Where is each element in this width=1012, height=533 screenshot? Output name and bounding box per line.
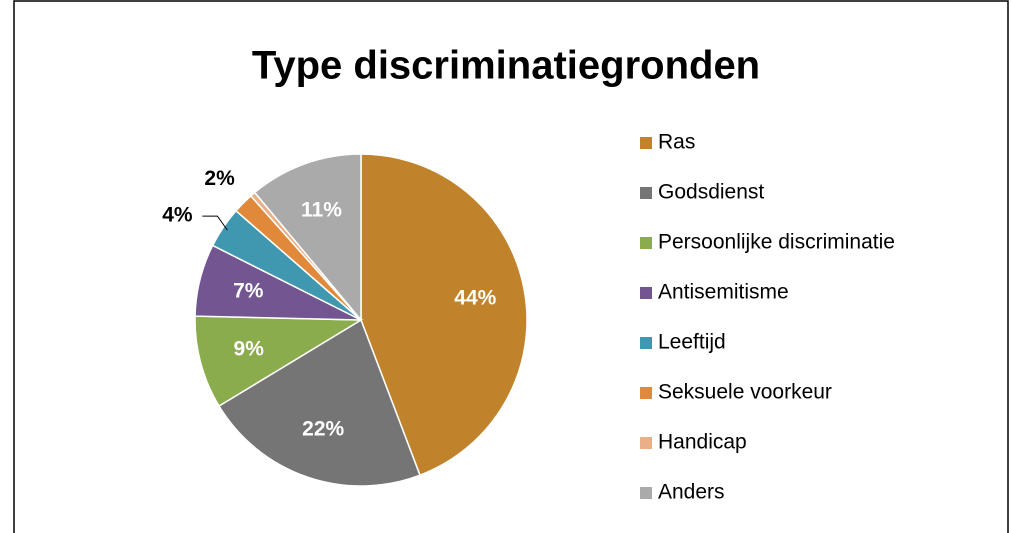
legend-label: Seksuele voorkeur <box>658 381 832 404</box>
leader-line <box>202 215 228 231</box>
legend-swatch <box>640 337 652 349</box>
legend-label: Anders <box>658 481 725 504</box>
data-label: 2% <box>204 167 235 190</box>
data-label: 9% <box>234 337 265 360</box>
legend-swatch <box>640 187 652 199</box>
chart-title: Type discriminatiegronden <box>252 44 760 88</box>
legend-swatch <box>640 437 652 449</box>
legend-label: Antisemitisme <box>658 281 789 304</box>
pie-slice <box>360 153 528 477</box>
legend-swatch <box>640 387 652 399</box>
data-label: 22% <box>302 417 344 440</box>
legend-label: Handicap <box>658 431 747 454</box>
pie-slice <box>194 315 364 408</box>
legend-label: Leeftijd <box>658 331 726 354</box>
legend-label: Ras <box>658 131 695 154</box>
data-label: 11% <box>301 198 342 221</box>
legend-label: Godsdienst <box>658 181 764 204</box>
legend-label: Persoonlijke discriminatie <box>658 231 895 254</box>
legend-swatch <box>640 487 652 499</box>
data-label: 7% <box>233 279 264 302</box>
legend-swatch <box>640 137 652 149</box>
pie-slice <box>217 318 421 487</box>
legend-swatch <box>640 287 652 299</box>
data-label: 44% <box>454 287 496 310</box>
data-label: 4% <box>162 204 193 227</box>
pie-slice <box>253 153 362 323</box>
legend-swatch <box>640 237 652 249</box>
